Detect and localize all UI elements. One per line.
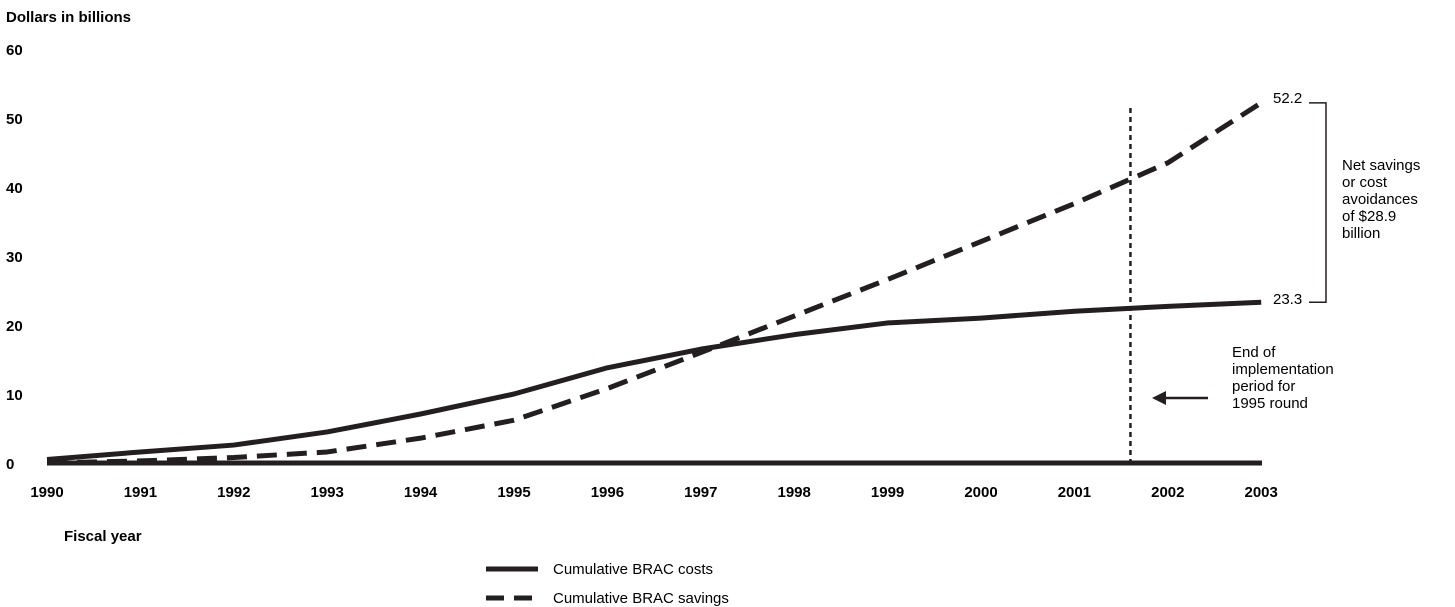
- bracket-note-line: of $28.9: [1342, 208, 1396, 225]
- x-axis-title: Fiscal year: [64, 528, 142, 545]
- series-line-costs: [46, 299, 1262, 463]
- marker-note-line: implementation: [1232, 361, 1334, 378]
- x-tick-1997: 1997: [684, 484, 717, 501]
- savings-end-label: 52.2: [1273, 90, 1302, 107]
- legend: Cumulative BRAC costs Cumulative BRAC sa…: [486, 561, 729, 607]
- bracket-line: [1309, 102, 1327, 303]
- y-tick-labels: 0 10 20 30 40 50 60: [6, 42, 23, 473]
- bracket-note-line: avoidances: [1342, 191, 1418, 208]
- y-tick-30: 30: [6, 249, 23, 266]
- series-lines: [46, 100, 1263, 466]
- legend-label-costs: Cumulative BRAC costs: [553, 561, 713, 578]
- bracket-note-line: Net savings: [1342, 157, 1420, 174]
- x-tick-2003: 2003: [1245, 484, 1278, 501]
- y-tick-40: 40: [6, 180, 23, 197]
- x-tick-1995: 1995: [497, 484, 530, 501]
- x-tick-1992: 1992: [217, 484, 250, 501]
- costs-end-label: 23.3: [1273, 291, 1302, 308]
- x-tick-2001: 2001: [1058, 484, 1091, 501]
- y-tick-60: 60: [6, 42, 23, 59]
- bracket-note-line: billion: [1342, 225, 1380, 242]
- left-arrow-icon: [1152, 391, 1208, 405]
- x-tick-2002: 2002: [1151, 484, 1184, 501]
- x-tick-1998: 1998: [778, 484, 811, 501]
- x-tick-1993: 1993: [311, 484, 344, 501]
- marker-note-line: 1995 round: [1232, 395, 1308, 412]
- x-tick-1999: 1999: [871, 484, 904, 501]
- series-line-savings: [46, 100, 1263, 466]
- y-tick-20: 20: [6, 318, 23, 335]
- x-tick-1991: 1991: [124, 484, 157, 501]
- y-axis-title: Dollars in billions: [6, 9, 131, 26]
- net-savings-bracket: [1309, 102, 1327, 303]
- legend-label-savings: Cumulative BRAC savings: [553, 590, 729, 607]
- x-tick-labels: 1990 1991 1992 1993 1994 1995 1996 1997 1998 1999…: [30, 484, 1278, 501]
- x-tick-1994: 1994: [404, 484, 438, 501]
- y-tick-50: 50: [6, 111, 23, 128]
- x-tick-1990: 1990: [30, 484, 63, 501]
- x-tick-2000: 2000: [964, 484, 997, 501]
- marker-note-line: period for: [1232, 378, 1295, 395]
- bracket-note-line: or cost: [1342, 174, 1388, 191]
- y-tick-0: 0: [6, 456, 14, 473]
- y-tick-10: 10: [6, 387, 23, 404]
- marker-note-line: End of: [1232, 344, 1276, 361]
- x-tick-1996: 1996: [591, 484, 624, 501]
